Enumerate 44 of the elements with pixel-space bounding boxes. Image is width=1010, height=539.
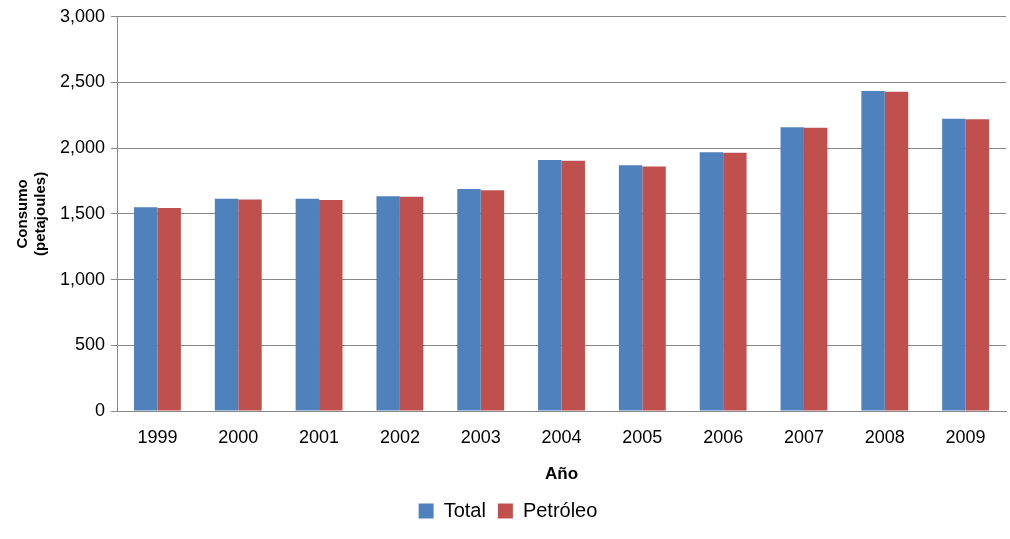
bar: [803, 127, 828, 411]
legend-label: Total: [443, 498, 486, 521]
bar: [538, 160, 562, 411]
bar: [376, 196, 400, 411]
bar: [319, 200, 343, 411]
bar: [157, 207, 181, 411]
bar: [399, 196, 424, 411]
y-tick-label: 500: [75, 334, 106, 355]
bar: [480, 190, 505, 411]
x-tick-label: 2004: [541, 426, 582, 447]
y-tick-label: 2,000: [60, 137, 106, 158]
bar: [214, 198, 239, 411]
y-tick-label: 1,500: [60, 202, 106, 223]
x-tick-label: 2008: [864, 426, 905, 447]
bar: [134, 207, 158, 411]
y-axis-title: Consumo (petajoules): [13, 171, 49, 256]
bar: [884, 91, 909, 411]
bar: [861, 91, 885, 411]
y-tick-label: 1,000: [60, 268, 106, 289]
bar: [699, 152, 724, 411]
x-tick-label: 2006: [703, 426, 744, 447]
bar: [295, 198, 320, 411]
bar: [238, 199, 262, 411]
bar: [965, 119, 990, 411]
x-axis-title: Año: [545, 464, 579, 484]
bar: [618, 165, 643, 411]
y-tick-label: 3,000: [60, 5, 106, 26]
x-tick-label: 2009: [945, 426, 986, 447]
x-tick-label: 2003: [460, 426, 501, 447]
x-tick-label: 1999: [137, 426, 178, 447]
x-tick-label: 2005: [622, 426, 663, 447]
x-tick-label: 2000: [218, 426, 259, 447]
bar: [723, 152, 747, 411]
y-tick-label: 0: [95, 399, 106, 420]
y-tick-label: 2,500: [60, 71, 106, 92]
bar: [780, 127, 804, 411]
bar: [457, 188, 481, 411]
bar: [942, 118, 966, 411]
bar: [642, 166, 666, 411]
x-tick-label: 2002: [379, 426, 420, 447]
bar: [561, 160, 585, 411]
x-tick-label: 2001: [299, 426, 340, 447]
legend-label: Petróleo: [522, 498, 598, 521]
x-tick-label: 2007: [783, 426, 824, 447]
